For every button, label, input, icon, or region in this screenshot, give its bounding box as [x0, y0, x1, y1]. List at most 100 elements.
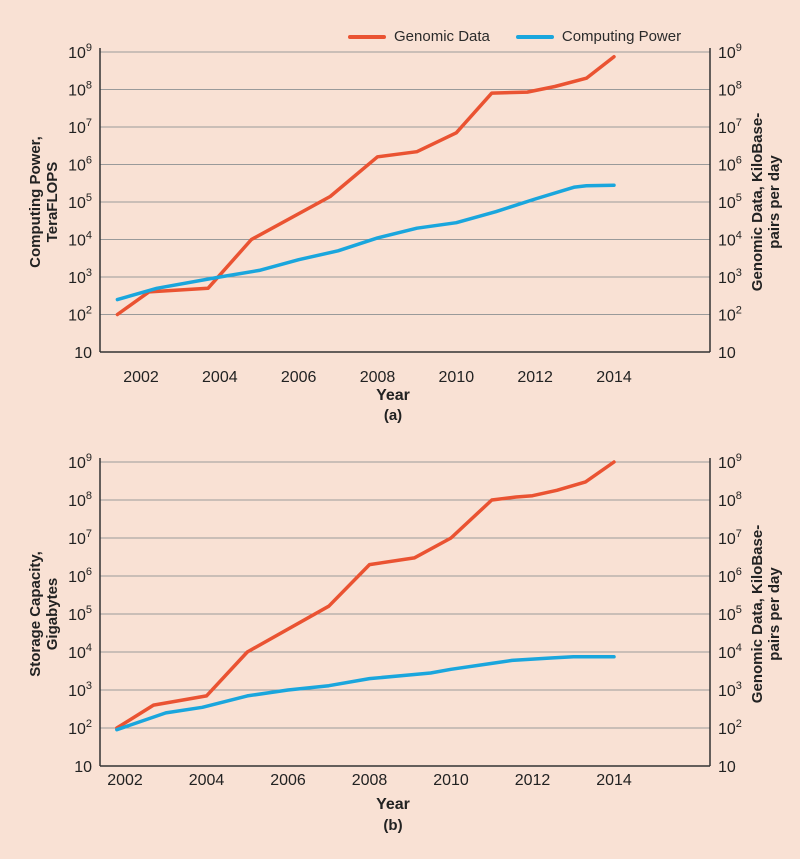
legend-label-computing-power: Computing Power	[561, 28, 682, 45]
y-tick-label-right: 102	[718, 305, 742, 325]
y-tick-label-left: 104	[68, 642, 92, 662]
x-tick-label: 2004	[202, 369, 238, 386]
x-tick-label: 2014	[596, 772, 632, 789]
chart-panel-a: 10 10 102 102 103 103 104 104 105 105 106 106 107 107…	[27, 42, 783, 424]
y-tick-exponent: 6	[86, 155, 92, 167]
y-tick-label-left: 104	[68, 230, 92, 250]
series-line-computing-power	[115, 654, 616, 732]
y-tick-exponent: 8	[86, 490, 92, 502]
y-tick-label-left: 106	[68, 155, 92, 175]
y-tick-exponent: 6	[736, 155, 742, 167]
y-tick-label-left: 109	[68, 42, 92, 62]
y-tick-exponent: 2	[736, 718, 742, 730]
x-tick-label: 2004	[189, 772, 225, 789]
y-axis-title-right: Genomic Data, KiloBase-pairs per day	[749, 113, 783, 291]
x-tick-label: 2014	[596, 369, 632, 386]
y-tick-exponent: 9	[736, 452, 742, 464]
y-tick-label-right: 104	[718, 642, 742, 662]
y-tick-label-right: 107	[718, 117, 742, 137]
y-tick-label-right: 10	[718, 759, 736, 776]
y-tick-label-right: 106	[718, 566, 742, 586]
y-tick-exponent: 7	[86, 117, 92, 129]
y-tick-exponent: 5	[736, 192, 742, 204]
y-axis-title-left: Storage Capacity,Gigabytes	[27, 551, 61, 677]
y-tick-exponent: 5	[736, 604, 742, 616]
y-tick-label-right: 103	[718, 680, 742, 700]
y-tick-exponent: 4	[86, 642, 92, 654]
series-line-genomic-data	[115, 460, 616, 730]
y-tick-label-left: 103	[68, 680, 92, 700]
y-tick-exponent: 3	[86, 680, 92, 692]
y-tick-label-right: 109	[718, 42, 742, 62]
y-axis-title-right-line: Genomic Data, KiloBase-	[749, 525, 766, 703]
legend-label-genomic-data: Genomic Data	[394, 28, 490, 45]
y-tick-exponent: 7	[736, 528, 742, 540]
y-axis-title-left-line: Gigabytes	[44, 578, 61, 651]
x-tick-label: 2006	[270, 772, 306, 789]
y-tick-label-left: 107	[68, 117, 92, 137]
y-tick-label-right: 108	[718, 80, 742, 100]
y-axis-title-left-line: Storage Capacity,	[27, 551, 44, 677]
y-axis-title-right-line: Genomic Data, KiloBase-	[749, 113, 766, 291]
x-tick-label: 2006	[281, 369, 317, 386]
y-tick-exponent: 8	[736, 80, 742, 92]
y-tick-label-right: 108	[718, 490, 742, 510]
y-axis-title-right: Genomic Data, KiloBase-pairs per day	[749, 525, 783, 703]
y-tick-label-left: 106	[68, 566, 92, 586]
y-tick-label-right: 107	[718, 528, 742, 548]
series-line-computing-power	[115, 183, 616, 302]
legend-item-genomic-data: Genomic Data	[348, 28, 490, 45]
y-tick-exponent: 9	[86, 452, 92, 464]
y-tick-exponent: 4	[86, 230, 92, 242]
y-tick-exponent: 9	[86, 42, 92, 54]
y-tick-label-left: 10	[74, 759, 92, 776]
chart-legend: Genomic Data Computing Power	[348, 28, 681, 45]
legend-item-computing-power: Computing Power	[515, 28, 682, 45]
y-tick-exponent: 7	[736, 117, 742, 129]
panel-label: (a)	[384, 407, 402, 424]
y-tick-label-left: 107	[68, 528, 92, 548]
y-tick-label-left: 102	[68, 305, 92, 325]
y-tick-label-right: 106	[718, 155, 742, 175]
y-tick-exponent: 7	[86, 528, 92, 540]
y-axis-title-right-line: pairs per day	[766, 567, 783, 661]
chart-panel-b: 10 10 102 102 103 103 104 104 105 105 106 106 107 107…	[27, 452, 783, 834]
x-tick-label: 2002	[123, 369, 159, 386]
panel-label: (b)	[383, 817, 402, 834]
y-tick-label-left: 108	[68, 490, 92, 510]
y-tick-label-right: 105	[718, 604, 742, 624]
y-axis-title-left: Computing Power,TeraFLOPS	[27, 136, 61, 268]
legend-swatch-genomic-data	[348, 34, 386, 39]
y-tick-exponent: 8	[86, 80, 92, 92]
y-tick-exponent: 4	[736, 642, 742, 654]
y-tick-exponent: 2	[736, 305, 742, 317]
legend-swatch-computing-power	[515, 34, 554, 39]
x-tick-label: 2002	[107, 772, 143, 789]
y-tick-exponent: 6	[736, 566, 742, 578]
y-tick-label-right: 104	[718, 230, 742, 250]
y-tick-label-left: 103	[68, 267, 92, 287]
y-tick-exponent: 5	[86, 604, 92, 616]
series-line-genomic-data	[115, 54, 616, 317]
x-tick-label: 2012	[517, 369, 553, 386]
y-tick-exponent: 3	[736, 267, 742, 279]
y-tick-exponent: 5	[86, 192, 92, 204]
y-tick-exponent: 3	[86, 267, 92, 279]
x-tick-label: 2010	[439, 369, 475, 386]
y-tick-label-left: 108	[68, 80, 92, 100]
x-tick-label: 2010	[433, 772, 469, 789]
y-tick-exponent: 8	[736, 490, 742, 502]
y-tick-exponent: 6	[86, 566, 92, 578]
y-tick-label-left: 105	[68, 604, 92, 624]
y-tick-label-left: 105	[68, 192, 92, 212]
y-tick-label-left: 10	[74, 345, 92, 362]
y-tick-exponent: 2	[86, 305, 92, 317]
y-axis-title-left-line: Computing Power,	[27, 136, 44, 268]
y-tick-label-right: 10	[718, 345, 736, 362]
y-tick-label-right: 109	[718, 452, 742, 472]
y-axis-title-right-line: pairs per day	[766, 155, 783, 249]
y-tick-label-right: 102	[718, 718, 742, 738]
x-axis-title: Year	[376, 796, 410, 813]
x-tick-label: 2008	[360, 369, 396, 386]
